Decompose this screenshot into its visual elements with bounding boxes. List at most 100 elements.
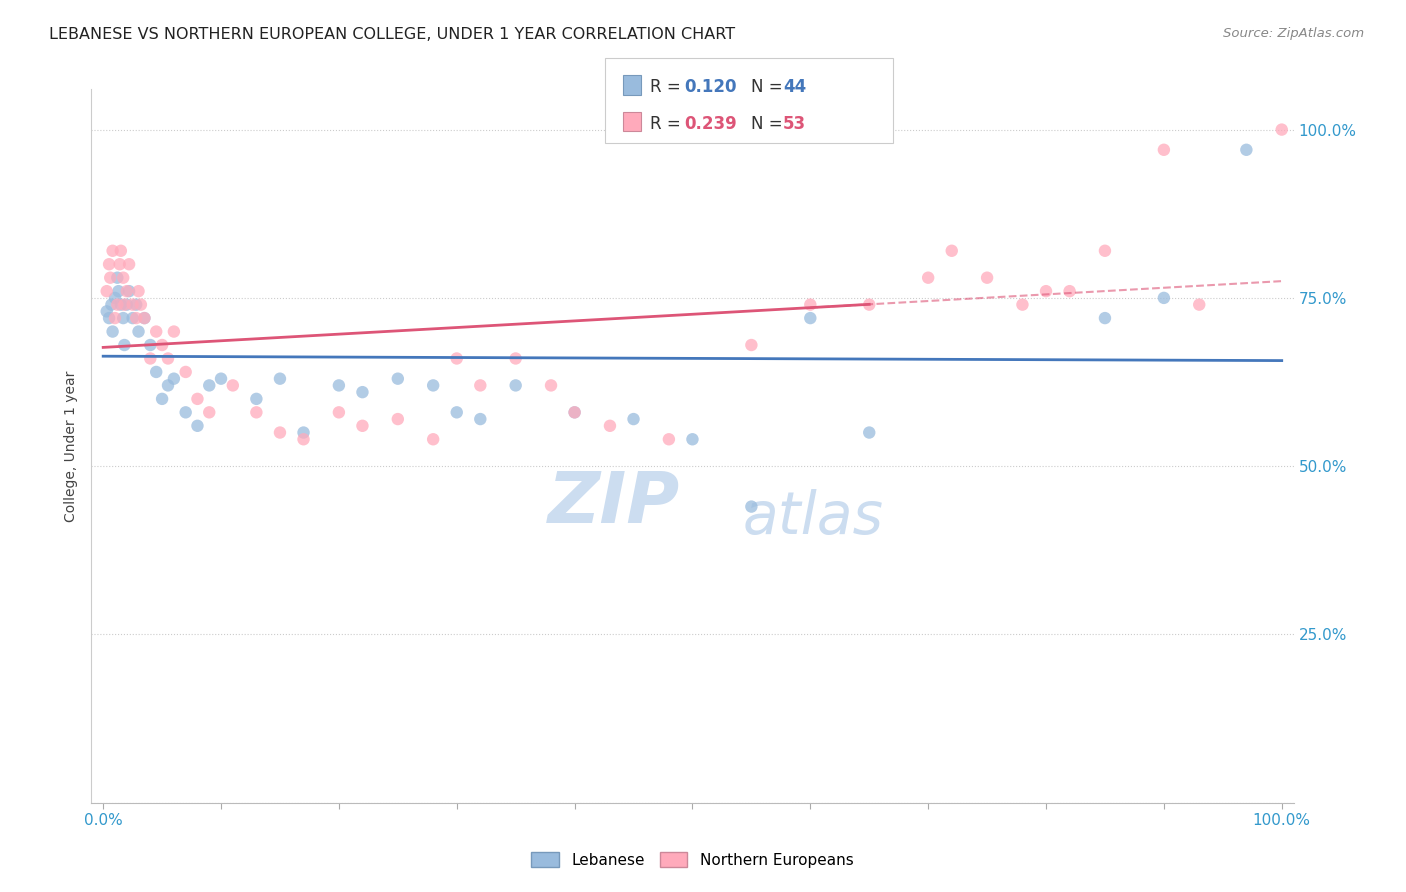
Northern Europeans bbox=[658, 432, 681, 446]
Northern Europeans bbox=[129, 298, 152, 312]
Northern Europeans bbox=[858, 298, 880, 312]
Lebanese bbox=[328, 378, 350, 392]
Text: N =: N = bbox=[751, 78, 787, 96]
Lebanese bbox=[112, 338, 135, 352]
Northern Europeans bbox=[1035, 284, 1057, 298]
Text: 44: 44 bbox=[783, 78, 807, 96]
Y-axis label: College, Under 1 year: College, Under 1 year bbox=[65, 370, 79, 522]
Text: R =: R = bbox=[650, 115, 686, 133]
Lebanese bbox=[112, 311, 135, 326]
Northern Europeans bbox=[121, 298, 143, 312]
Lebanese bbox=[564, 405, 586, 419]
Lebanese bbox=[100, 298, 122, 312]
Northern Europeans bbox=[112, 298, 135, 312]
Lebanese bbox=[104, 291, 127, 305]
Northern Europeans bbox=[98, 257, 121, 271]
Lebanese bbox=[110, 298, 132, 312]
Lebanese bbox=[198, 378, 221, 392]
Northern Europeans bbox=[387, 412, 409, 426]
Northern Europeans bbox=[245, 405, 267, 419]
Northern Europeans bbox=[112, 270, 135, 285]
Northern Europeans bbox=[156, 351, 179, 366]
Northern Europeans bbox=[422, 432, 444, 446]
Lebanese bbox=[681, 432, 703, 446]
Northern Europeans bbox=[540, 378, 562, 392]
Text: Source: ZipAtlas.com: Source: ZipAtlas.com bbox=[1223, 27, 1364, 40]
Northern Europeans bbox=[186, 392, 208, 406]
Northern Europeans bbox=[976, 270, 998, 285]
Northern Europeans bbox=[1059, 284, 1081, 298]
Northern Europeans bbox=[108, 257, 131, 271]
Text: 0.120: 0.120 bbox=[685, 78, 737, 96]
Lebanese bbox=[186, 418, 208, 433]
Northern Europeans bbox=[198, 405, 221, 419]
Text: LEBANESE VS NORTHERN EUROPEAN COLLEGE, UNDER 1 YEAR CORRELATION CHART: LEBANESE VS NORTHERN EUROPEAN COLLEGE, U… bbox=[49, 27, 735, 42]
Legend: Lebanese, Northern Europeans: Lebanese, Northern Europeans bbox=[526, 846, 859, 873]
Northern Europeans bbox=[328, 405, 350, 419]
Northern Europeans bbox=[352, 418, 374, 433]
Lebanese bbox=[105, 270, 128, 285]
Text: 53: 53 bbox=[783, 115, 806, 133]
Lebanese bbox=[269, 372, 291, 386]
Lebanese bbox=[156, 378, 179, 392]
Northern Europeans bbox=[917, 270, 939, 285]
Lebanese bbox=[470, 412, 492, 426]
Northern Europeans bbox=[740, 338, 762, 352]
Northern Europeans bbox=[125, 311, 148, 326]
Northern Europeans bbox=[174, 365, 197, 379]
Lebanese bbox=[352, 385, 374, 400]
Lebanese bbox=[740, 500, 762, 514]
Northern Europeans bbox=[222, 378, 245, 392]
Lebanese bbox=[115, 298, 138, 312]
Northern Europeans bbox=[139, 351, 162, 366]
Lebanese bbox=[150, 392, 173, 406]
Northern Europeans bbox=[505, 351, 527, 366]
Northern Europeans bbox=[150, 338, 173, 352]
Northern Europeans bbox=[470, 378, 492, 392]
Text: 0.239: 0.239 bbox=[685, 115, 738, 133]
Northern Europeans bbox=[96, 284, 118, 298]
Lebanese bbox=[245, 392, 267, 406]
Lebanese bbox=[125, 298, 148, 312]
Northern Europeans bbox=[105, 298, 128, 312]
Lebanese bbox=[96, 304, 118, 318]
Northern Europeans bbox=[941, 244, 963, 258]
Lebanese bbox=[858, 425, 880, 440]
Lebanese bbox=[139, 338, 162, 352]
Lebanese bbox=[145, 365, 167, 379]
Northern Europeans bbox=[799, 298, 821, 312]
Northern Europeans bbox=[134, 311, 156, 326]
Northern Europeans bbox=[1153, 143, 1175, 157]
Lebanese bbox=[98, 311, 121, 326]
Lebanese bbox=[121, 311, 143, 326]
Northern Europeans bbox=[101, 244, 124, 258]
Lebanese bbox=[505, 378, 527, 392]
Northern Europeans bbox=[446, 351, 468, 366]
Text: R =: R = bbox=[650, 78, 686, 96]
Northern Europeans bbox=[1188, 298, 1211, 312]
Northern Europeans bbox=[599, 418, 621, 433]
Lebanese bbox=[101, 325, 124, 339]
Northern Europeans bbox=[128, 284, 150, 298]
Northern Europeans bbox=[104, 311, 127, 326]
Lebanese bbox=[128, 325, 150, 339]
Northern Europeans bbox=[145, 325, 167, 339]
Text: atlas: atlas bbox=[742, 489, 883, 546]
Lebanese bbox=[1234, 143, 1257, 157]
Text: N =: N = bbox=[751, 115, 787, 133]
Text: ZIP: ZIP bbox=[548, 468, 681, 538]
Northern Europeans bbox=[118, 257, 141, 271]
Northern Europeans bbox=[564, 405, 586, 419]
Lebanese bbox=[107, 284, 129, 298]
Lebanese bbox=[1153, 291, 1175, 305]
Lebanese bbox=[209, 372, 232, 386]
Northern Europeans bbox=[1094, 244, 1116, 258]
Lebanese bbox=[174, 405, 197, 419]
Northern Europeans bbox=[1011, 298, 1033, 312]
Lebanese bbox=[387, 372, 409, 386]
Lebanese bbox=[422, 378, 444, 392]
Lebanese bbox=[1094, 311, 1116, 326]
Lebanese bbox=[799, 311, 821, 326]
Lebanese bbox=[134, 311, 156, 326]
Lebanese bbox=[118, 284, 141, 298]
